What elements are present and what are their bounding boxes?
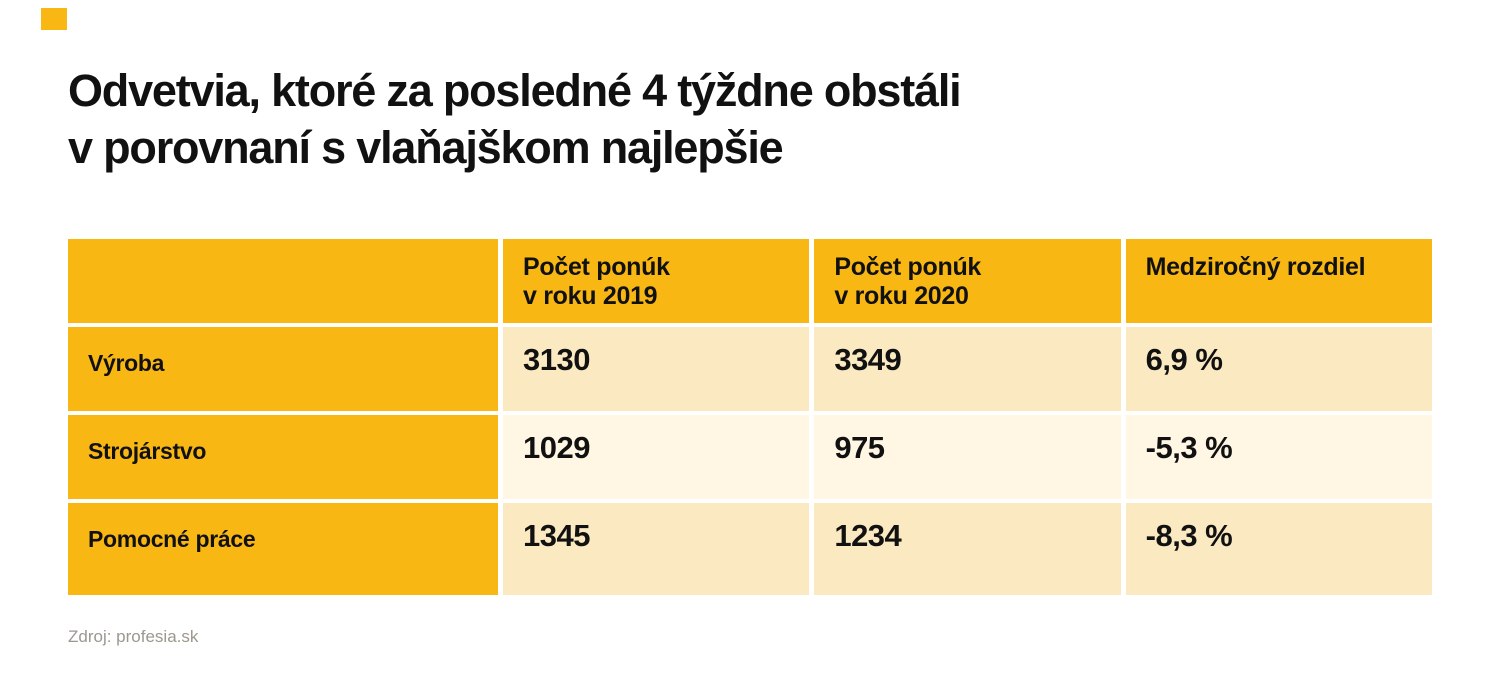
cell-pomocne-diff: -8,3 % bbox=[1125, 503, 1432, 595]
header-text: Medziročný rozdiel bbox=[1145, 253, 1366, 281]
source-credit: Zdroj: profesia.sk bbox=[68, 627, 199, 646]
cell-pomocne-2020: 1234 bbox=[814, 503, 1121, 595]
page-title-line2: v porovnaní s vlaňajškom najlepšie bbox=[68, 122, 784, 173]
row-label-vyroba: Výroba bbox=[68, 327, 498, 411]
cell-vyroba-diff: 6,9 % bbox=[1125, 327, 1432, 411]
header-text: Počet ponúk bbox=[834, 253, 982, 281]
row-label-strojarstvo: Strojárstvo bbox=[68, 415, 498, 499]
brand-mark bbox=[41, 8, 67, 30]
table-header-cell-category bbox=[68, 239, 498, 323]
table-header-cell-2019: Počet ponúk v roku 2019 bbox=[503, 239, 810, 323]
page-title: Odvetvia, ktoré za posledné 4 týždne obs… bbox=[68, 62, 962, 176]
cell-pomocne-2019: 1345 bbox=[503, 503, 810, 595]
table-header-cell-diff: Medziročný rozdiel bbox=[1125, 239, 1432, 323]
row-label-pomocne-prace: Pomocné práce bbox=[68, 503, 498, 595]
page-title-line1: Odvetvia, ktoré za posledné 4 týždne obs… bbox=[68, 65, 962, 116]
cell-strojarstvo-diff: -5,3 % bbox=[1125, 415, 1432, 499]
cell-vyroba-2020: 3349 bbox=[814, 327, 1121, 411]
comparison-table: Počet ponúk v roku 2019 Počet ponúk v ro… bbox=[68, 239, 1432, 595]
cell-vyroba-2019: 3130 bbox=[503, 327, 810, 411]
cell-strojarstvo-2020: 975 bbox=[814, 415, 1121, 499]
header-text: Počet ponúk bbox=[523, 253, 670, 281]
header-text: v roku 2020 bbox=[834, 282, 969, 310]
cell-strojarstvo-2019: 1029 bbox=[503, 415, 810, 499]
header-text: v roku 2019 bbox=[523, 282, 658, 310]
table-header-cell-2020: Počet ponúk v roku 2020 bbox=[814, 239, 1121, 323]
